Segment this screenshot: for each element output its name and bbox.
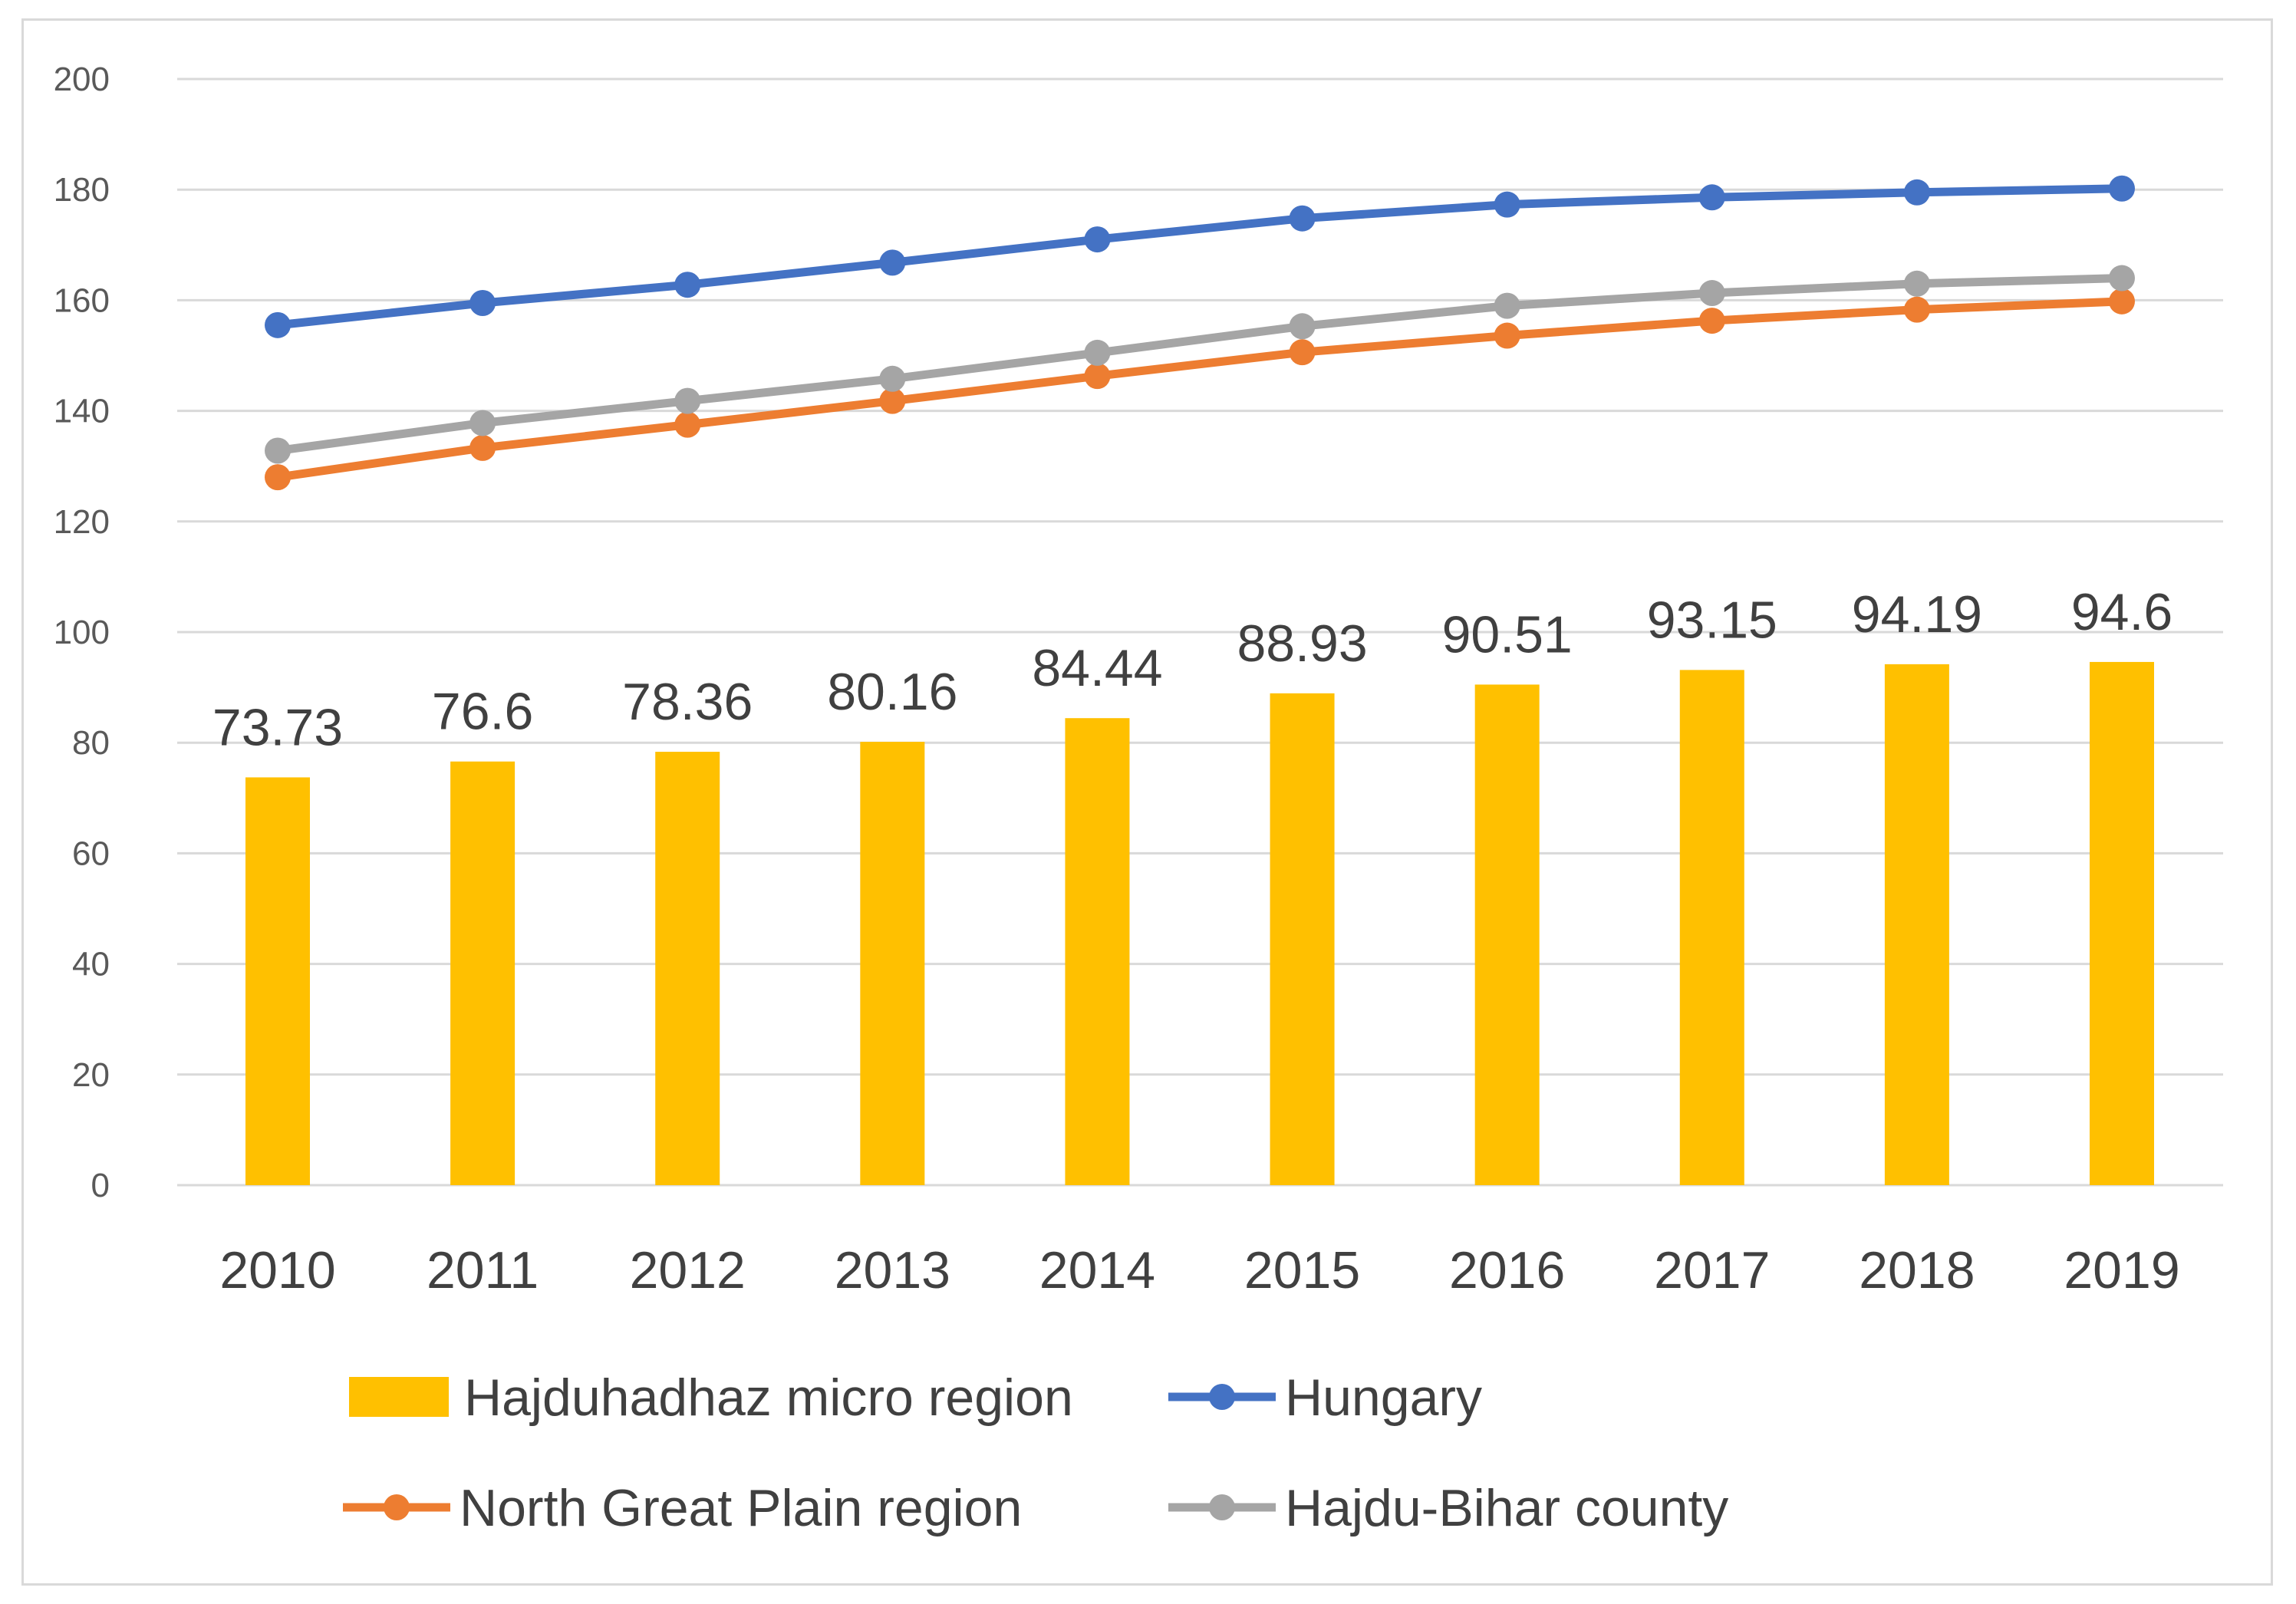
legend-label-north-great-plain-region: North Great Plain region (460, 1479, 1022, 1537)
y-axis-tick-labels: 0 20 40 60 80 100 120 140 160 180 200 (54, 61, 110, 1204)
point-hungary-2012 (674, 272, 701, 298)
line-hungary (273, 184, 2126, 330)
point-hungary-2013 (879, 249, 906, 276)
point-north-great-plain-region-2011 (469, 434, 496, 461)
bar-data-label-2017: 93.15 (1647, 591, 1777, 649)
chart-canvas: 0 20 40 60 80 100 120 140 160 180 200 73.73 76.6 78.… (54, 61, 2223, 1537)
bar-2015 (1270, 693, 1335, 1185)
bar-2013 (860, 742, 925, 1185)
y-tick-label-140: 140 (54, 393, 110, 430)
line-series-hungary (265, 175, 2135, 338)
point-north-great-plain-region-2019 (2109, 288, 2135, 315)
x-tick-label-2015: 2015 (1244, 1241, 1360, 1299)
bar-data-label-2013: 80.16 (827, 663, 957, 721)
legend-marker-hungary (1209, 1384, 1235, 1410)
y-tick-label-120: 120 (54, 503, 110, 541)
point-north-great-plain-region-2013 (879, 387, 906, 414)
point-hungary-2019 (2109, 175, 2135, 202)
y-tick-label-180: 180 (54, 171, 110, 209)
point-hungary-2015 (1289, 205, 1316, 232)
point-hungary-2017 (1698, 184, 1725, 211)
x-tick-label-2019: 2019 (2064, 1241, 2179, 1299)
y-tick-label-20: 20 (72, 1056, 110, 1094)
point-hungary-2014 (1084, 226, 1111, 253)
y-tick-label-40: 40 (72, 946, 110, 983)
y-tick-label-200: 200 (54, 61, 110, 98)
point-hungary-2018 (1903, 179, 1930, 206)
bar-2011 (450, 761, 516, 1185)
line-series-hajdu-bihar-county (265, 265, 2135, 464)
x-tick-label-2010: 2010 (219, 1241, 335, 1299)
legend-item-hajdu-bihar-county: Hajdu-Bihar county (1168, 1479, 1728, 1537)
bar-2019 (2090, 661, 2154, 1185)
point-north-great-plain-region-2016 (1494, 322, 1520, 349)
legend-marker-north-great-plain-region (384, 1494, 410, 1520)
legend-item-north-great-plain-region: North Great Plain region (343, 1479, 1022, 1537)
line-north-great-plain-region (273, 297, 2126, 482)
bar-data-labels: 73.73 76.6 78.36 80.16 84.44 88.93 90.51 93.15 9… (212, 583, 2172, 756)
line-series-north-great-plain-region (265, 288, 2135, 491)
point-hajdu-bihar-county-2017 (1698, 280, 1725, 307)
bar-data-label-2011: 76.6 (432, 683, 533, 741)
point-hajdu-bihar-county-2016 (1494, 292, 1520, 319)
y-tick-label-80: 80 (72, 724, 110, 762)
point-north-great-plain-region-2018 (1903, 296, 1930, 323)
bar-2016 (1474, 684, 1540, 1185)
x-axis-tick-labels: 2010 2011 2012 2013 2014 2015 2016 2017 2018 2019 (219, 1241, 2179, 1299)
bar-data-label-2016: 90.51 (1442, 605, 1573, 664)
legend: Hajduhadhaz micro region Hungary North Gre… (343, 1369, 1728, 1537)
bar-2014 (1065, 718, 1130, 1185)
point-north-great-plain-region-2010 (265, 464, 291, 491)
legend-marker-hajdu-bihar-county (1209, 1494, 1235, 1520)
point-hajdu-bihar-county-2011 (469, 410, 496, 436)
bar-series-hajduhadhaz (245, 661, 2154, 1185)
bar-data-label-2015: 88.93 (1237, 614, 1367, 673)
legend-label-hungary: Hungary (1285, 1369, 1482, 1427)
point-hajdu-bihar-county-2012 (674, 387, 701, 414)
bar-data-label-2010: 73.73 (212, 698, 343, 756)
point-hajdu-bihar-county-2010 (265, 437, 291, 464)
x-tick-label-2014: 2014 (1039, 1241, 1155, 1299)
bar-2010 (245, 777, 310, 1185)
legend-item-hungary: Hungary (1168, 1369, 1482, 1427)
x-tick-label-2012: 2012 (630, 1241, 746, 1299)
bar-2017 (1679, 670, 1744, 1185)
point-north-great-plain-region-2014 (1084, 363, 1111, 390)
point-hungary-2010 (265, 311, 291, 338)
x-tick-label-2011: 2011 (427, 1241, 539, 1299)
x-tick-label-2017: 2017 (1654, 1241, 1770, 1299)
chart-frame: 0 20 40 60 80 100 120 140 160 180 200 73.73 76.6 78.… (21, 18, 2273, 1586)
bar-2018 (1884, 664, 1949, 1185)
bar-data-label-2012: 78.36 (622, 673, 753, 731)
legend-swatch-hajduhadhaz-micro-region (349, 1377, 449, 1417)
y-tick-label-60: 60 (72, 835, 110, 872)
point-hajdu-bihar-county-2018 (1903, 270, 1930, 297)
y-tick-label-100: 100 (54, 614, 110, 651)
y-tick-label-0: 0 (91, 1167, 110, 1204)
point-north-great-plain-region-2017 (1698, 308, 1725, 334)
legend-item-hajduhadhaz-micro-region: Hajduhadhaz micro region (349, 1369, 1073, 1427)
point-hungary-2016 (1494, 191, 1520, 218)
bar-2012 (655, 752, 720, 1185)
y-tick-label-160: 160 (54, 282, 110, 319)
point-hungary-2011 (469, 290, 496, 317)
point-hajdu-bihar-county-2013 (879, 365, 906, 392)
x-tick-label-2013: 2013 (835, 1241, 950, 1299)
point-hajdu-bihar-county-2015 (1289, 313, 1316, 340)
x-tick-label-2016: 2016 (1449, 1241, 1565, 1299)
point-hajdu-bihar-county-2014 (1084, 339, 1111, 366)
legend-label-hajduhadhaz-micro-region: Hajduhadhaz micro region (464, 1369, 1073, 1427)
point-north-great-plain-region-2015 (1289, 339, 1316, 366)
bar-data-label-2019: 94.6 (2071, 583, 2172, 641)
line-series (265, 175, 2135, 491)
point-hajdu-bihar-county-2019 (2109, 265, 2135, 291)
legend-label-hajdu-bihar-county: Hajdu-Bihar county (1285, 1479, 1728, 1537)
bar-data-label-2014: 84.44 (1032, 639, 1162, 697)
point-north-great-plain-region-2012 (674, 411, 701, 438)
x-tick-label-2018: 2018 (1859, 1241, 1975, 1299)
bar-data-label-2018: 94.19 (1852, 585, 1982, 644)
line-hajdu-bihar-county (273, 274, 2126, 456)
